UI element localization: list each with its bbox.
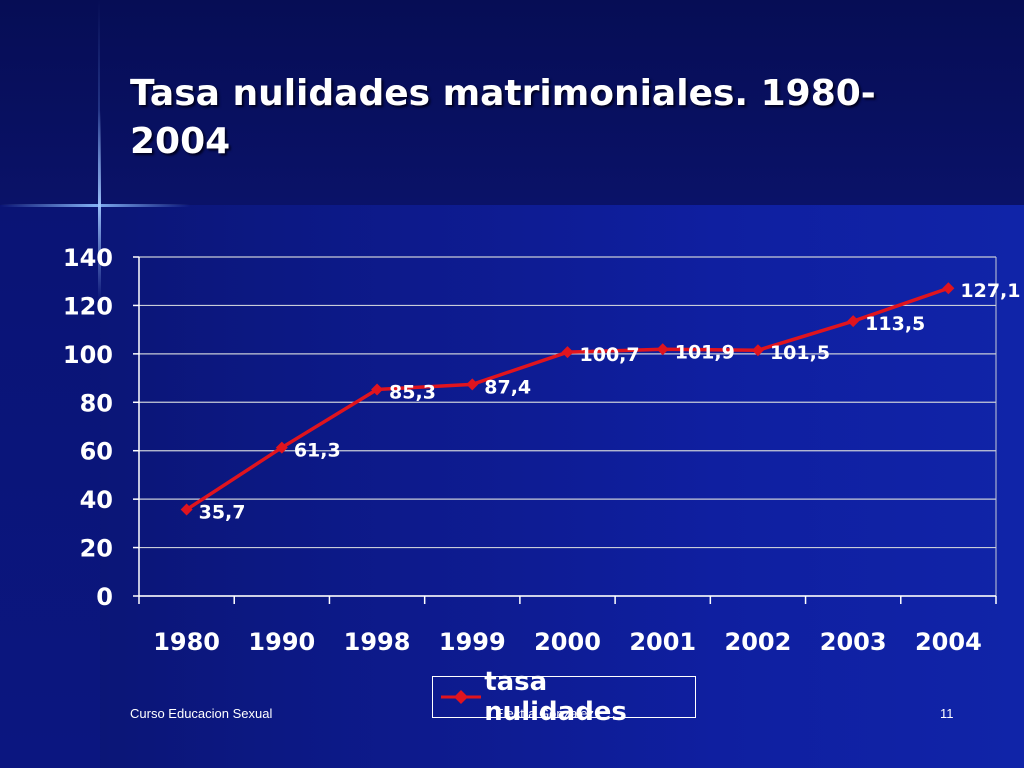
chart-legend: tasa nulidades — [432, 667, 696, 727]
title-band — [0, 0, 1024, 205]
data-label: 61,3 — [294, 440, 341, 462]
data-point-marker — [466, 378, 479, 391]
y-tick-label: 0 — [96, 583, 113, 611]
x-tick-label: 2002 — [725, 628, 792, 656]
data-label: 100,7 — [580, 344, 640, 366]
sparkle-horizontal — [0, 204, 190, 207]
x-tick-label: 2001 — [629, 628, 696, 656]
y-tick-label: 80 — [80, 389, 113, 417]
data-point-marker — [942, 282, 955, 295]
data-label: 35,7 — [199, 502, 246, 524]
legend-line-marker-icon — [441, 690, 481, 704]
data-label: 113,5 — [865, 313, 925, 335]
x-tick-label: 1998 — [344, 628, 411, 656]
data-point-marker — [847, 315, 860, 328]
footer-author: Electra Gonzalez — [495, 706, 594, 721]
y-tick-label: 40 — [80, 486, 113, 514]
y-tick-label: 60 — [80, 438, 113, 466]
x-tick-label: 1980 — [153, 628, 220, 656]
data-point-marker — [180, 503, 193, 516]
data-label: 127,1 — [960, 280, 1020, 302]
data-point-marker — [275, 441, 288, 454]
legend-label: tasa nulidades — [484, 667, 627, 727]
decorative-line — [98, 0, 100, 205]
data-point-marker — [371, 383, 384, 396]
left-band — [0, 205, 100, 768]
sparkle-vertical — [98, 110, 101, 300]
x-tick-label: 2004 — [915, 628, 982, 656]
y-tick-label: 20 — [80, 535, 113, 563]
data-point-marker — [751, 344, 764, 357]
data-label: 101,9 — [675, 341, 735, 363]
footer-course: Curso Educacion Sexual — [130, 706, 273, 721]
y-tick-label: 100 — [63, 341, 113, 369]
y-tick-label: 120 — [63, 292, 113, 320]
data-point-marker — [561, 346, 574, 359]
data-label: 101,5 — [770, 342, 830, 364]
data-label: 87,4 — [484, 376, 531, 398]
x-tick-label: 2000 — [534, 628, 601, 656]
y-tick-label: 140 — [63, 244, 113, 272]
x-tick-label: 1999 — [439, 628, 506, 656]
x-tick-label: 1990 — [248, 628, 315, 656]
data-point-marker — [656, 343, 669, 356]
x-tick-label: 2003 — [820, 628, 887, 656]
data-label: 85,3 — [389, 381, 436, 403]
page-number: 11 — [940, 706, 954, 721]
series-line — [185, 286, 949, 512]
slide-title: Tasa nulidades matrimoniales. 1980-2004 — [130, 73, 876, 162]
